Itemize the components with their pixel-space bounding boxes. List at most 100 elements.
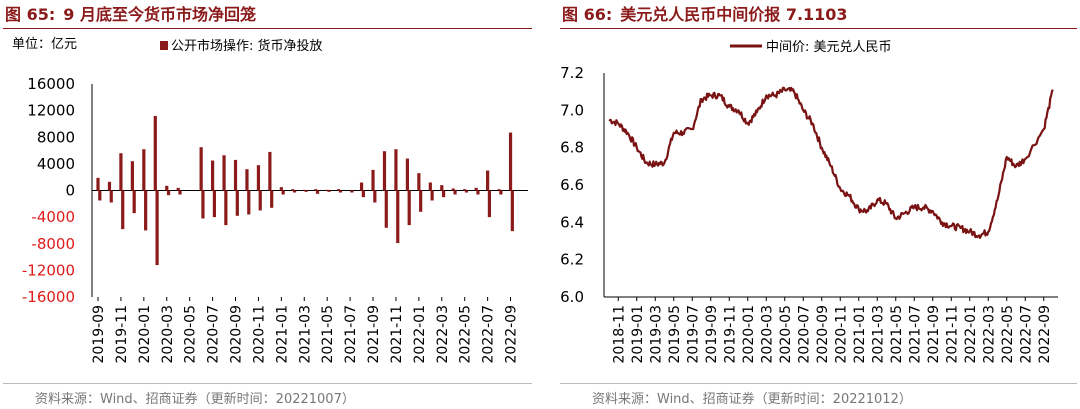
y-tick-label: 16000: [27, 75, 75, 93]
x-tick-label: 2019-09: [91, 305, 107, 364]
bar-positive: [508, 132, 513, 191]
bar-positive: [256, 165, 261, 191]
bar-negative: [212, 190, 216, 218]
bar-positive: [440, 185, 444, 191]
figure-heading: 美元兑人民币中间价报 7.1103: [620, 5, 848, 24]
bar-positive: [199, 147, 203, 191]
x-tick-label: 2021-09: [926, 305, 942, 364]
y-tick-label: 6.6: [560, 176, 584, 194]
x-tick-label: 2020-07: [206, 305, 222, 364]
bar-positive: [153, 115, 157, 191]
x-tick-label: 2022-05: [458, 305, 474, 364]
bar-negative: [453, 190, 457, 195]
x-tick-label: 2021-11: [944, 305, 960, 364]
bar-positive: [428, 182, 432, 191]
x-tick-label: 2019-09: [704, 305, 720, 364]
bar-negative: [201, 190, 205, 219]
y-tick-label: 6.0: [560, 288, 584, 306]
legend-label: 公开市场操作: 货币净投放: [171, 38, 323, 54]
bar-negative: [361, 190, 365, 198]
bar-negative: [258, 190, 262, 211]
bar-negative: [407, 190, 411, 226]
x-tick-label: 2022-03: [435, 305, 451, 364]
bar-negative: [247, 190, 251, 215]
bar-positive: [359, 182, 364, 191]
x-tick-label: 2021-01: [852, 305, 868, 364]
x-tick-label: 2020-01: [137, 305, 153, 364]
bar-negative: [293, 190, 297, 193]
bar-negative: [98, 190, 102, 201]
bar-positive: [325, 189, 329, 191]
bar-positive: [107, 181, 112, 191]
bar-negative: [224, 190, 228, 226]
source-note-left: 资料来源：Wind、招商证券（更新时间：20221007）: [3, 383, 532, 409]
bar-negative: [132, 190, 136, 214]
bar-positive: [233, 159, 238, 191]
y-tick-label: 0: [65, 182, 75, 200]
x-tick-label: 2020-01: [741, 305, 757, 364]
x-tick-label: 2019-07: [685, 305, 701, 364]
bar-negative: [441, 190, 446, 198]
bar-negative: [338, 190, 343, 193]
bar-negative: [304, 190, 308, 192]
y-tick-label: 4000: [37, 155, 75, 173]
x-tick-label: 2019-05: [667, 305, 683, 364]
x-tick-label: 2020-07: [796, 305, 812, 364]
bar-negative: [510, 190, 514, 232]
y-tick-label: 6.4: [560, 213, 584, 231]
bar-positive: [268, 151, 272, 191]
bar-negative: [384, 190, 388, 228]
y-tick-label: 7.2: [560, 64, 584, 82]
bar-positive: [222, 155, 226, 191]
bar-positive: [417, 173, 421, 191]
x-tick-label: 2019-03: [648, 305, 664, 364]
bar-negative: [396, 190, 400, 244]
net-injection-bar-chart: 单位：亿元 公开市场操作: 货币净投放 16000 12000 8000 4000 0 -…: [12, 37, 528, 364]
y-tick-label: -8000: [31, 235, 75, 253]
bar-positive: [463, 189, 467, 191]
bar-negative: [121, 190, 125, 230]
x-tick-label: 2021-11: [389, 305, 405, 364]
bar-negative: [327, 190, 331, 192]
bar-positive: [474, 187, 478, 191]
x-tick-label: 2020-05: [778, 305, 794, 364]
y-tick-label: 8000: [37, 128, 75, 146]
x-tick-label: 2022-01: [963, 305, 979, 364]
bar-positive: [394, 149, 398, 191]
bar-positive: [142, 149, 146, 191]
figure-number: 图 66:: [562, 5, 613, 24]
bar-negative: [315, 190, 320, 194]
bar-negative: [155, 190, 159, 266]
bar-positive: [337, 189, 341, 191]
y-tick-label: 6.2: [560, 251, 584, 269]
y-tick-label: -4000: [31, 208, 75, 226]
bar-positive: [302, 189, 306, 191]
x-tick-label: 2021-07: [907, 305, 923, 364]
bar-positive: [245, 169, 249, 191]
bar-positive: [497, 189, 501, 191]
bar-positive: [382, 151, 387, 191]
bar-negative: [166, 190, 171, 196]
x-tick-label: 2021-09: [366, 305, 382, 364]
left-figure-panel: 图 65: 9 月底至今货币市场净回笼 单位：亿元 公开市场操作: 货币净投放 1…: [0, 0, 535, 409]
x-tick-label: 2020-05: [183, 305, 199, 364]
x-tick-label: 2022-03: [981, 305, 997, 364]
y-tick-label: -12000: [22, 261, 75, 279]
figure-heading: 9 月底至今货币市场净回笼: [63, 5, 256, 24]
usdcny-line-chart: 中间价: 美元兑人民币 7.2 7.0 6.8 6.6 6.4 6.2 6.0 2018-1…: [560, 40, 1058, 364]
x-tick-label: 2020-09: [229, 305, 245, 364]
x-tick-label: 2019-11: [114, 305, 130, 364]
x-tick-label: 2021-05: [889, 305, 905, 364]
bar-positive: [486, 170, 490, 191]
usdcny-series-line: [608, 86, 1054, 239]
bar-positive: [119, 153, 123, 191]
bar-positive: [96, 177, 100, 191]
x-tick-label: 2022-09: [1037, 305, 1053, 364]
bar-positive: [371, 169, 375, 191]
bar-negative: [109, 190, 113, 203]
x-tick-label: 2022-01: [412, 305, 428, 364]
x-tick-label: 2022-09: [504, 305, 520, 364]
bar-positive: [291, 189, 295, 191]
legend-label: 中间价: 美元兑人民币: [766, 40, 892, 55]
bar-negative: [270, 190, 274, 208]
